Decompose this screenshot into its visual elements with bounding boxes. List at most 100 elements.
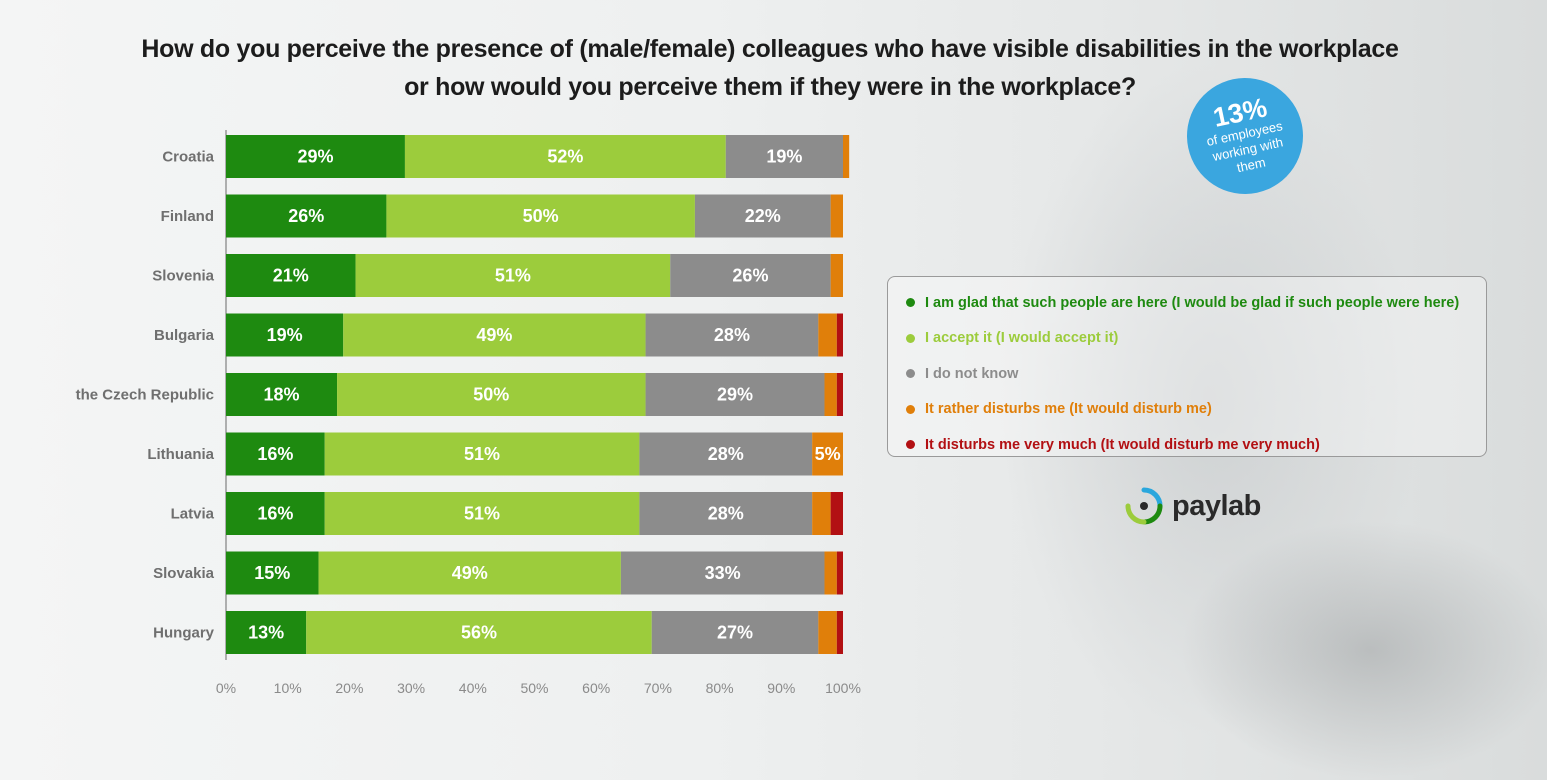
x-tick-label: 0% <box>216 680 236 696</box>
data-label: 50% <box>473 385 509 405</box>
bar-segment <box>324 432 640 476</box>
data-label: 21% <box>273 266 309 286</box>
bar-segment <box>226 373 338 416</box>
bar-segment <box>645 373 825 416</box>
category-label: Latvia <box>171 506 215 523</box>
bar-segment <box>343 313 646 357</box>
bar-segment <box>226 551 319 595</box>
data-label: 19% <box>766 147 802 167</box>
bar-segment <box>355 254 671 297</box>
data-label: 51% <box>464 504 500 524</box>
data-label: 29% <box>717 385 753 405</box>
data-label: 49% <box>452 563 488 583</box>
bar-segment <box>226 254 356 297</box>
bar-segment <box>226 194 387 238</box>
x-tick-label: 30% <box>397 680 425 696</box>
legend-dot-icon <box>906 404 915 414</box>
bar-segment <box>639 432 813 476</box>
category-label: Hungary <box>153 625 215 642</box>
data-label: 56% <box>461 623 497 643</box>
data-label: 52% <box>547 147 583 167</box>
data-label: 16% <box>257 444 293 464</box>
bar-segment <box>836 313 843 357</box>
x-tick-label: 60% <box>582 680 610 696</box>
bar-segment <box>836 611 843 654</box>
bar-segment <box>812 432 843 476</box>
data-label: 22% <box>745 206 781 226</box>
legend-label: I am glad that such people are here (I w… <box>925 294 1460 311</box>
legend-dot-icon <box>906 369 915 379</box>
category-label: Slovenia <box>152 268 214 285</box>
x-tick-label: 80% <box>706 680 734 696</box>
category-label: Lithuania <box>147 446 214 463</box>
data-label: 26% <box>732 266 768 286</box>
paylab-logo: paylab <box>1124 486 1261 526</box>
x-tick-label: 10% <box>274 680 302 696</box>
bar-segment <box>670 254 831 297</box>
legend-dot-icon <box>906 440 915 450</box>
data-label: 27% <box>717 623 753 643</box>
bar-segment <box>725 135 843 178</box>
bar-segment <box>226 313 344 357</box>
legend-item: I am glad that such people are here (I w… <box>906 285 1486 321</box>
data-label: 28% <box>708 444 744 464</box>
bar-segment <box>843 135 850 178</box>
data-label: 28% <box>708 504 744 524</box>
legend-dot-icon <box>906 333 915 343</box>
bar-segment <box>651 611 819 654</box>
badge-text: of employees working with them <box>1205 118 1285 176</box>
legend-label: I do not know <box>925 365 1019 382</box>
category-label: Croatia <box>162 149 214 166</box>
legend-dot-icon <box>906 298 915 308</box>
data-label: 16% <box>257 504 293 524</box>
bar-segment <box>226 432 325 476</box>
bar-segment <box>639 492 813 535</box>
legend-label: It disturbs me very much (It would distu… <box>925 436 1320 453</box>
bar-segment <box>830 194 843 238</box>
chart-legend: I am glad that such people are here (I w… <box>887 276 1487 457</box>
legend-item: I accept it (I would accept it) <box>906 321 1486 357</box>
bar-segment <box>306 611 652 654</box>
category-label: the Czech Republic <box>76 387 214 404</box>
data-label: 28% <box>714 325 750 345</box>
bar-segment <box>830 254 843 297</box>
data-label: 51% <box>464 444 500 464</box>
bar-segment <box>226 135 405 178</box>
bar-segment <box>620 551 825 595</box>
data-label: 19% <box>267 325 303 345</box>
bar-segment <box>812 492 831 535</box>
bar-segment <box>824 551 837 595</box>
bar-segment <box>836 373 843 416</box>
data-label: 29% <box>297 147 333 167</box>
bar-segment <box>645 313 819 357</box>
data-label: 5% <box>815 444 841 464</box>
data-label: 50% <box>523 206 559 226</box>
bar-segment <box>824 373 837 416</box>
category-label: Finland <box>161 208 214 225</box>
legend-label: It rather disturbs me (It would disturb … <box>925 401 1212 418</box>
paylab-logo-icon <box>1125 487 1163 525</box>
paylab-wordmark: paylab <box>1172 489 1261 522</box>
chart-title-line-2: or how would you perceive them if they w… <box>404 73 1136 101</box>
x-tick-label: 70% <box>644 680 672 696</box>
bar-segment <box>318 551 621 595</box>
legend-item: It disturbs me very much (It would distu… <box>906 427 1486 463</box>
data-label: 13% <box>248 623 284 643</box>
legend-item: I do not know <box>906 356 1486 392</box>
data-label: 51% <box>495 266 531 286</box>
chart-title: How do you perceive the presence of (mal… <box>60 30 1480 106</box>
bar-segment <box>386 194 695 238</box>
bar-segment <box>226 492 325 535</box>
x-tick-label: 100% <box>825 680 861 696</box>
x-tick-label: 50% <box>520 680 548 696</box>
stacked-bar-chart: Croatia 29% 52% 19% Finland 26% 50% 22% Slovenia… <box>76 130 861 696</box>
data-label: 18% <box>264 385 300 405</box>
data-label: 26% <box>288 206 324 226</box>
bar-segment <box>830 492 843 535</box>
bar-segment <box>337 373 646 416</box>
bar-segment <box>694 194 831 238</box>
legend-label: I accept it (I would accept it) <box>925 330 1119 347</box>
bar-segment <box>836 551 843 595</box>
bar-segment <box>324 492 640 535</box>
data-label: 15% <box>254 563 290 583</box>
